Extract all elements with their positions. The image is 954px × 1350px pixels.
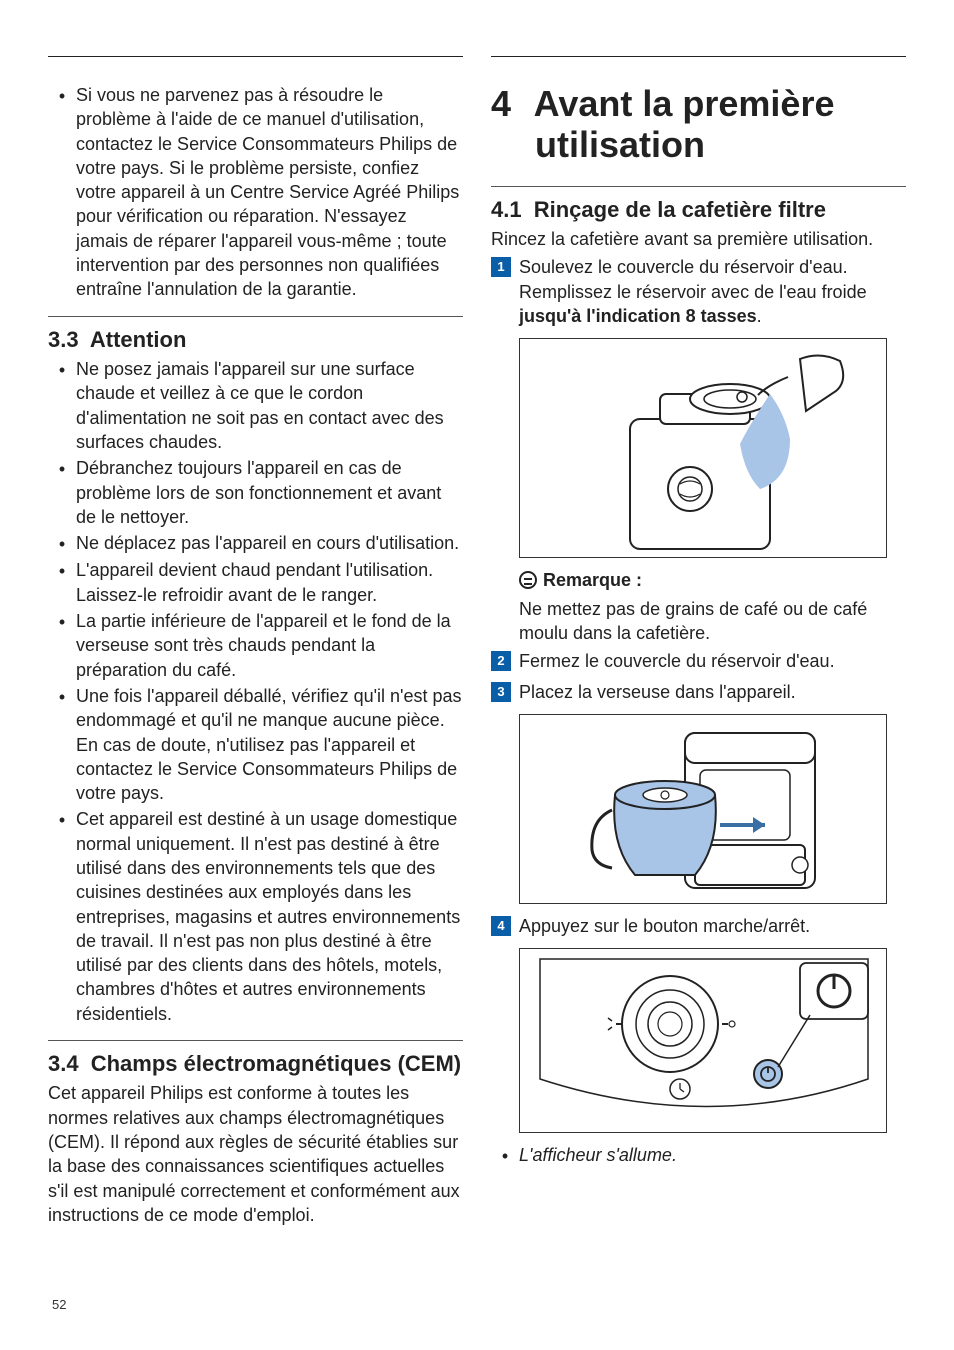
step-list-1: 1 Soulevez le couvercle du réservoir d'e… xyxy=(491,255,906,328)
heading-4: 4 Avant la première utilisation xyxy=(491,83,906,166)
attention-list: Ne posez jamais l'appareil sur une surfa… xyxy=(48,357,463,1026)
list-item: Débranchez toujours l'appareil en cas de… xyxy=(48,456,463,529)
note-body: Ne mettez pas de grains de café ou de ca… xyxy=(519,597,906,646)
heading-4-1: 4.1 Rinçage de la cafetière filtre xyxy=(491,197,906,223)
bullet-text: Ne déplacez pas l'appareil en cours d'ut… xyxy=(76,531,463,556)
step-number-badge: 1 xyxy=(491,257,511,277)
bullet-text: Cet appareil est destiné à un usage dome… xyxy=(76,807,463,1026)
heading-title: Champs électromagnétiques (CEM) xyxy=(91,1051,461,1076)
step-number-badge: 3 xyxy=(491,682,511,702)
section-rule xyxy=(48,1040,463,1041)
step-number-badge: 2 xyxy=(491,651,511,671)
list-item: La partie inférieure de l'appareil et le… xyxy=(48,609,463,682)
bullet-text: Une fois l'appareil déballé, vérifiez qu… xyxy=(76,684,463,805)
note-line: Remarque : xyxy=(491,568,906,592)
heading-number: 4 xyxy=(491,83,525,124)
step-4: 4 Appuyez sur le bouton marche/arrêt. xyxy=(491,914,906,938)
step-number-badge: 4 xyxy=(491,916,511,936)
list-item: L'afficheur s'allume. xyxy=(491,1143,906,1168)
right-column: 4 Avant la première utilisation 4.1 Rinç… xyxy=(491,56,906,1231)
heading-title-line2: utilisation xyxy=(535,124,705,165)
step-text: Fermez le couvercle du réservoir d'eau. xyxy=(519,649,906,673)
column-top-rule xyxy=(48,56,463,57)
heading-3-3: 3.3 Attention xyxy=(48,327,463,353)
note-label: Remarque : xyxy=(543,570,642,590)
step-list-2: 2 Fermez le couvercle du réservoir d'eau.… xyxy=(491,649,906,704)
bullet-text: Si vous ne parvenez pas à résoudre le pr… xyxy=(76,83,463,302)
heading-3-4: 3.4 Champs électromagnétiques (CEM) xyxy=(48,1051,463,1077)
step-list-3: 4 Appuyez sur le bouton marche/arrêt. xyxy=(491,914,906,938)
step-2: 2 Fermez le couvercle du réservoir d'eau. xyxy=(491,649,906,673)
list-item: Cet appareil est destiné à un usage dome… xyxy=(48,807,463,1026)
intro-text: Rincez la cafetière avant sa première ut… xyxy=(491,227,906,251)
bullet-text: Débranchez toujours l'appareil en cas de… xyxy=(76,456,463,529)
page-number: 52 xyxy=(52,1296,66,1314)
list-item: Si vous ne parvenez pas à résoudre le pr… xyxy=(48,83,463,302)
heading-number: 3.3 xyxy=(48,327,79,353)
step-text: Placez la verseuse dans l'appareil. xyxy=(519,680,906,704)
bullet-text: Ne posez jamais l'appareil sur une surfa… xyxy=(76,357,463,454)
figure-power-button xyxy=(519,948,887,1133)
step-3: 3 Placez la verseuse dans l'appareil. xyxy=(491,680,906,704)
column-top-rule xyxy=(491,56,906,57)
left-column: Si vous ne parvenez pas à résoudre le pr… xyxy=(48,56,463,1231)
heading-title-line1: Avant la première xyxy=(534,83,835,124)
list-item: Ne déplacez pas l'appareil en cours d'ut… xyxy=(48,531,463,556)
bullet-text: La partie inférieure de l'appareil et le… xyxy=(76,609,463,682)
bullet-text: L'appareil devient chaud pendant l'utili… xyxy=(76,558,463,607)
step-1: 1 Soulevez le couvercle du réservoir d'e… xyxy=(491,255,906,328)
cem-body: Cet appareil Philips est conforme à tout… xyxy=(48,1081,463,1227)
intro-bullet-list: Si vous ne parvenez pas à résoudre le pr… xyxy=(48,83,463,302)
note-icon xyxy=(519,571,537,589)
heading-title: Rinçage de la cafetière filtre xyxy=(534,197,826,222)
list-item: Une fois l'appareil déballé, vérifiez qu… xyxy=(48,684,463,805)
step-text: Appuyez sur le bouton marche/arrêt. xyxy=(519,914,906,938)
figure-insert-carafe xyxy=(519,714,887,904)
step-text: Soulevez le couvercle du réservoir d'eau… xyxy=(519,255,906,328)
figure-pour-water xyxy=(519,338,887,558)
heading-number: 4.1 xyxy=(491,197,522,223)
result-list: L'afficheur s'allume. xyxy=(491,1143,906,1168)
section-rule xyxy=(491,186,906,187)
list-item: L'appareil devient chaud pendant l'utili… xyxy=(48,558,463,607)
section-rule xyxy=(48,316,463,317)
heading-number: 3.4 xyxy=(48,1051,79,1077)
result-text: L'afficheur s'allume. xyxy=(519,1143,906,1168)
heading-title: Attention xyxy=(90,327,187,352)
list-item: Ne posez jamais l'appareil sur une surfa… xyxy=(48,357,463,454)
